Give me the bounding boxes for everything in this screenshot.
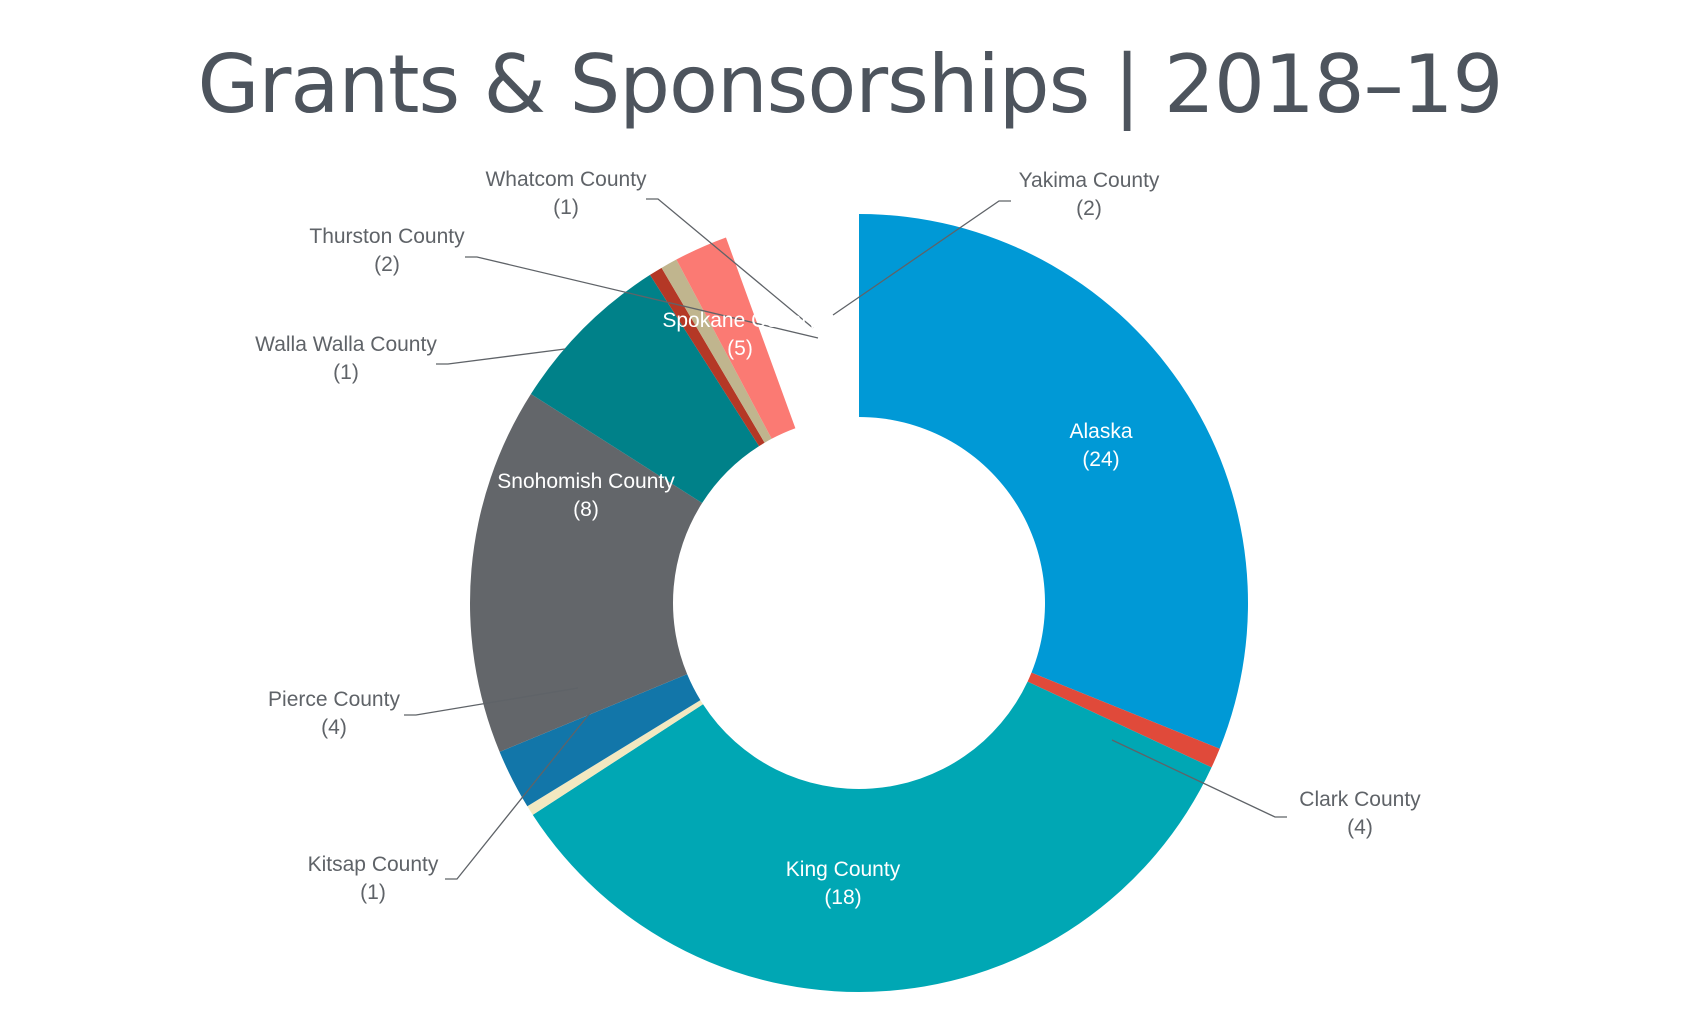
slice-kitsap-county xyxy=(527,700,704,815)
label-thurston-county: Thurston County xyxy=(309,225,465,248)
label-snohomish-county: Snohomish County xyxy=(497,470,675,493)
chart-title: Grants & Sponsorships | 2018–19 xyxy=(197,38,1504,131)
label-alaska: Alaska xyxy=(1069,420,1132,443)
leader-line-thurston-county xyxy=(465,256,819,339)
leader-lines-layer xyxy=(404,198,1287,880)
label-kitsap-county: Kitsap County xyxy=(308,853,439,876)
value-label-spokane-county: (5) xyxy=(727,337,753,360)
value-label-kitsap-county: (1) xyxy=(360,881,386,904)
slice-snohomish-county xyxy=(469,393,703,752)
slice-pierce-county xyxy=(499,674,701,807)
label-whatcom-county: Whatcom County xyxy=(485,168,647,191)
leader-line-whatcom-county xyxy=(646,198,814,329)
label-yakima-county: Yakima County xyxy=(1019,169,1160,192)
label-king-county: King County xyxy=(786,858,901,881)
value-label-whatcom-county: (1) xyxy=(553,196,579,219)
value-label-alaska: (24) xyxy=(1082,448,1119,471)
slices-layer xyxy=(469,214,1248,992)
leader-line-kitsap-county xyxy=(445,712,591,880)
label-spokane-county: Spokane County xyxy=(662,309,818,332)
value-label-king-county: (18) xyxy=(824,886,861,909)
label-pierce-county: Pierce County xyxy=(268,688,400,711)
value-label-thurston-county: (2) xyxy=(374,253,400,276)
slice-thurston-county xyxy=(649,267,765,447)
leader-line-pierce-county xyxy=(404,687,579,716)
leader-line-clark-county xyxy=(1111,739,1287,818)
label-walla-walla-county: Walla Walla County xyxy=(255,333,437,356)
slice-clark-county xyxy=(1027,672,1220,768)
slice-alaska xyxy=(859,214,1248,749)
leader-line-yakima-county xyxy=(832,200,1011,316)
labels-layer: Alaska (24) Clark County (4) King County (18)… xyxy=(255,168,1421,909)
label-clark-county: Clark County xyxy=(1299,788,1421,811)
slice-king-county xyxy=(532,681,1212,992)
slice-spokane-county xyxy=(530,274,760,504)
value-label-walla-walla-county: (1) xyxy=(333,361,359,384)
slice-whatcom-county xyxy=(661,259,772,443)
value-label-yakima-county: (2) xyxy=(1076,197,1102,220)
value-label-pierce-county: (4) xyxy=(321,716,347,739)
value-label-snohomish-county: (8) xyxy=(573,498,599,521)
leader-line-walla-walla-county xyxy=(436,348,566,365)
slice-yakima-county xyxy=(676,237,796,439)
value-label-clark-county: (4) xyxy=(1347,816,1373,839)
